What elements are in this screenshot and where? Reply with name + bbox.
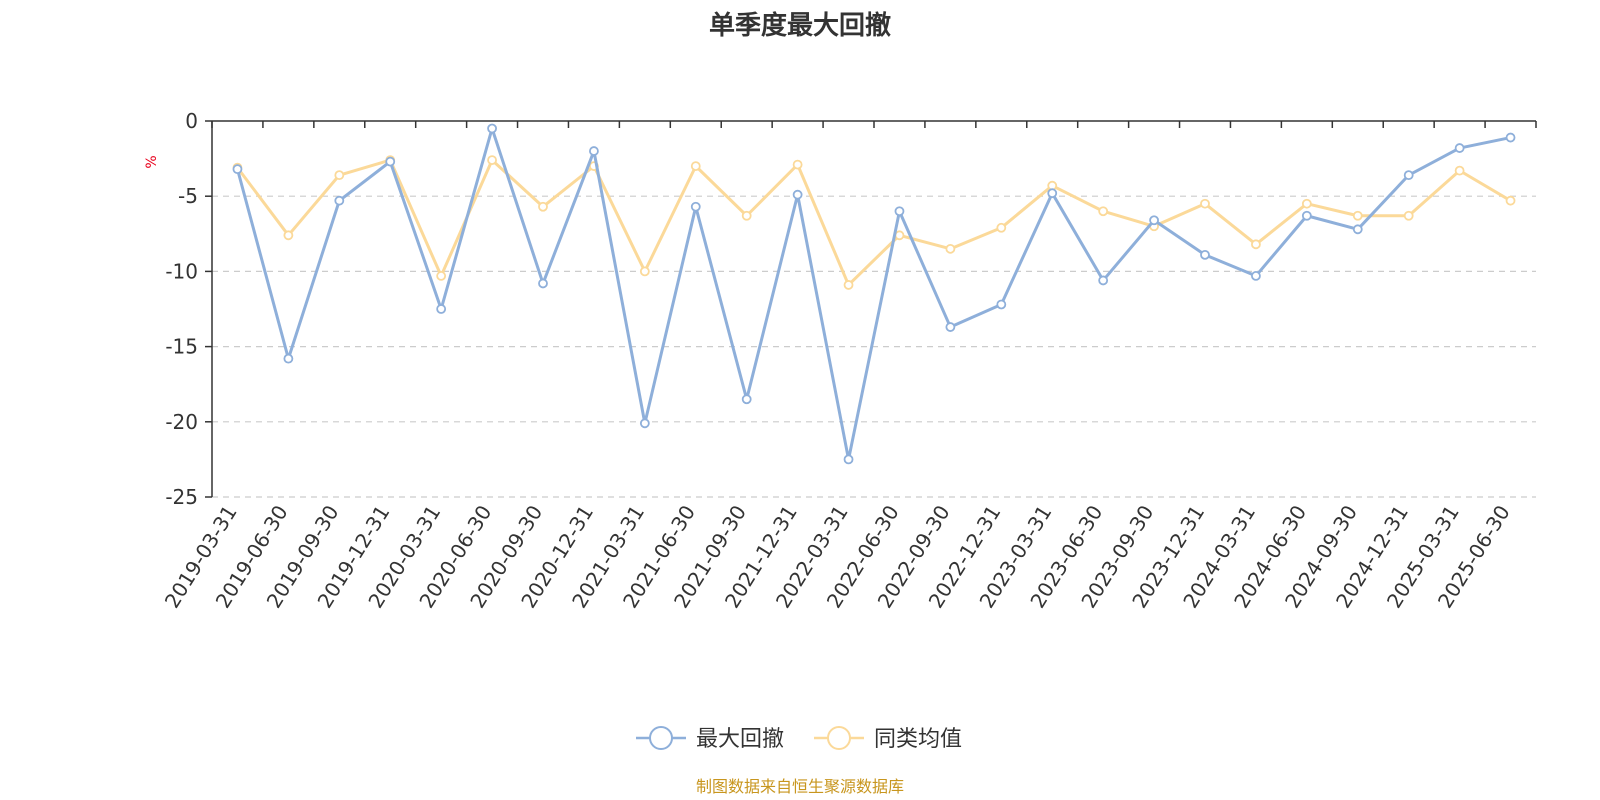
- data-point: [639, 266, 650, 277]
- y-tick-label: -10: [165, 259, 198, 283]
- data-point: [283, 230, 294, 241]
- data-point: [436, 304, 447, 314]
- data-point: [232, 164, 243, 175]
- data-point: [385, 156, 396, 167]
- data-point: [1352, 210, 1363, 221]
- data-point: [996, 222, 1007, 233]
- data-point: [792, 159, 803, 170]
- series-line: [236, 127, 1511, 461]
- data-point: [894, 206, 905, 217]
- legend-item-2[interactable]: 同类均值: [814, 726, 962, 752]
- legend: 最大回撤 同类均值: [636, 726, 962, 752]
- series-lines: [232, 123, 1516, 465]
- data-point: [283, 353, 294, 364]
- data-point: [1301, 198, 1312, 209]
- data-point: [1200, 249, 1210, 260]
- data-point: [1251, 239, 1261, 250]
- data-point: [1505, 195, 1516, 206]
- data-point: [487, 155, 497, 166]
- data-point: [1301, 210, 1312, 221]
- data-point: [487, 123, 497, 134]
- y-tick-label: -15: [165, 335, 198, 359]
- legend-marker-icon: [649, 726, 673, 750]
- data-point: [843, 454, 854, 465]
- y-tick-labels: 0 -5 -10 -15 -20 -25: [165, 109, 198, 509]
- data-point: [538, 278, 548, 289]
- x-tick-labels: 2019-03-312019-06-302019-09-302019-12-31…: [160, 501, 1515, 612]
- data-point: [792, 189, 803, 200]
- data-point: [589, 146, 599, 156]
- data-point: [334, 170, 345, 181]
- axes: [205, 120, 1537, 498]
- chart-title: 单季度最大回撤: [709, 10, 891, 41]
- data-point: [1149, 215, 1159, 226]
- data-point: [538, 201, 548, 212]
- legend-marker-icon: [827, 726, 851, 750]
- source-note: 制图数据来自恒生聚源数据库: [696, 777, 904, 796]
- data-point: [894, 230, 905, 241]
- data-point: [1403, 210, 1414, 221]
- data-point: [436, 271, 447, 281]
- data-point: [1098, 206, 1109, 217]
- legend-label: 同类均值: [874, 727, 962, 752]
- data-point: [1352, 224, 1363, 235]
- y-tick-label: 0: [185, 109, 198, 133]
- y-tick-label: -25: [165, 485, 198, 509]
- data-point: [1251, 271, 1261, 281]
- data-point: [1403, 170, 1414, 181]
- data-point: [690, 161, 701, 172]
- data-point: [1454, 165, 1465, 176]
- data-point: [1047, 188, 1058, 199]
- data-point: [1098, 275, 1109, 286]
- data-point: [334, 195, 345, 206]
- data-point: [996, 299, 1007, 310]
- data-point: [945, 322, 956, 332]
- series-2: [232, 155, 1516, 290]
- data-point: [741, 394, 752, 405]
- series-1: [232, 123, 1516, 465]
- data-point: [1200, 198, 1210, 209]
- y-axis-unit: %: [144, 155, 160, 168]
- data-point: [843, 280, 854, 290]
- data-point: [639, 418, 650, 429]
- data-point: [945, 243, 956, 254]
- y-tick-label: -20: [165, 410, 198, 434]
- data-point: [1454, 143, 1465, 153]
- series-line: [236, 158, 1512, 287]
- data-point: [1505, 132, 1516, 143]
- data-point: [690, 201, 701, 212]
- legend-item-1[interactable]: 最大回撤: [636, 726, 784, 752]
- y-tick-label: -5: [178, 184, 198, 208]
- data-point: [741, 210, 752, 221]
- legend-label: 最大回撤: [696, 727, 784, 752]
- grid-lines: [212, 195, 1536, 498]
